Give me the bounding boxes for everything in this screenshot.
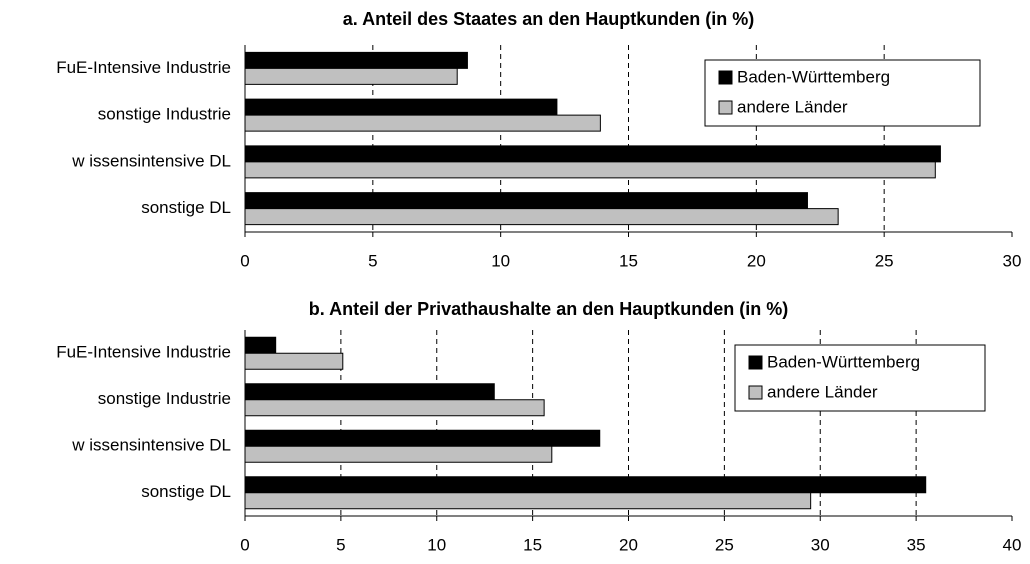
x-tick-label: 20	[747, 251, 766, 270]
legend-swatch	[748, 355, 763, 370]
legend-box	[734, 344, 986, 412]
legend-swatch	[718, 100, 733, 115]
x-tick-label: 40	[1003, 535, 1022, 554]
bar	[244, 114, 601, 132]
legend-swatch	[718, 70, 733, 85]
legend-label: andere Länder	[737, 97, 848, 116]
x-tick-label: 30	[1003, 251, 1022, 270]
y-tick-label: sonstige Industrie	[98, 105, 231, 124]
x-tick-label: 10	[427, 535, 446, 554]
legend-box	[704, 59, 981, 127]
x-tick-label: 25	[715, 535, 734, 554]
bar	[244, 399, 545, 417]
bar	[244, 67, 458, 85]
bar	[244, 476, 927, 494]
bar	[244, 161, 936, 179]
x-tick-label: 5	[368, 251, 377, 270]
legend-label: andere Länder	[767, 382, 878, 401]
x-tick-label: 30	[811, 535, 830, 554]
x-tick-label: 35	[907, 535, 926, 554]
y-tick-label: sonstige DL	[141, 482, 231, 501]
y-tick-label: FuE-Intensive Industrie	[56, 343, 231, 362]
y-tick-label: w issensintensive DL	[71, 151, 231, 170]
legend-label: Baden-Württemberg	[767, 352, 920, 371]
bar	[244, 445, 553, 463]
bar	[244, 192, 808, 210]
bar	[244, 492, 812, 510]
x-tick-label: 15	[619, 251, 638, 270]
legend-label: Baden-Württemberg	[737, 67, 890, 86]
bar	[244, 336, 277, 354]
x-tick-label: 25	[875, 251, 894, 270]
x-tick-label: 5	[336, 535, 345, 554]
bar	[244, 383, 495, 401]
x-tick-label: 15	[523, 535, 542, 554]
bar	[244, 98, 558, 116]
bar	[244, 51, 468, 69]
bar	[244, 208, 839, 226]
chart-title: a. Anteil des Staates an den Hauptkunden…	[343, 9, 754, 29]
x-tick-label: 0	[240, 535, 249, 554]
x-tick-label: 20	[619, 535, 638, 554]
bar	[244, 352, 344, 370]
legend-swatch	[748, 385, 763, 400]
x-tick-label: 0	[240, 251, 249, 270]
bar	[244, 429, 601, 447]
chart-title: b. Anteil der Privathaushalte an den Hau…	[309, 299, 788, 319]
y-tick-label: FuE-Intensive Industrie	[56, 58, 231, 77]
y-tick-label: sonstige DL	[141, 198, 231, 217]
y-tick-label: sonstige Industrie	[98, 389, 231, 408]
bar	[244, 145, 941, 163]
x-tick-label: 10	[491, 251, 510, 270]
y-tick-label: w issensintensive DL	[71, 436, 231, 455]
